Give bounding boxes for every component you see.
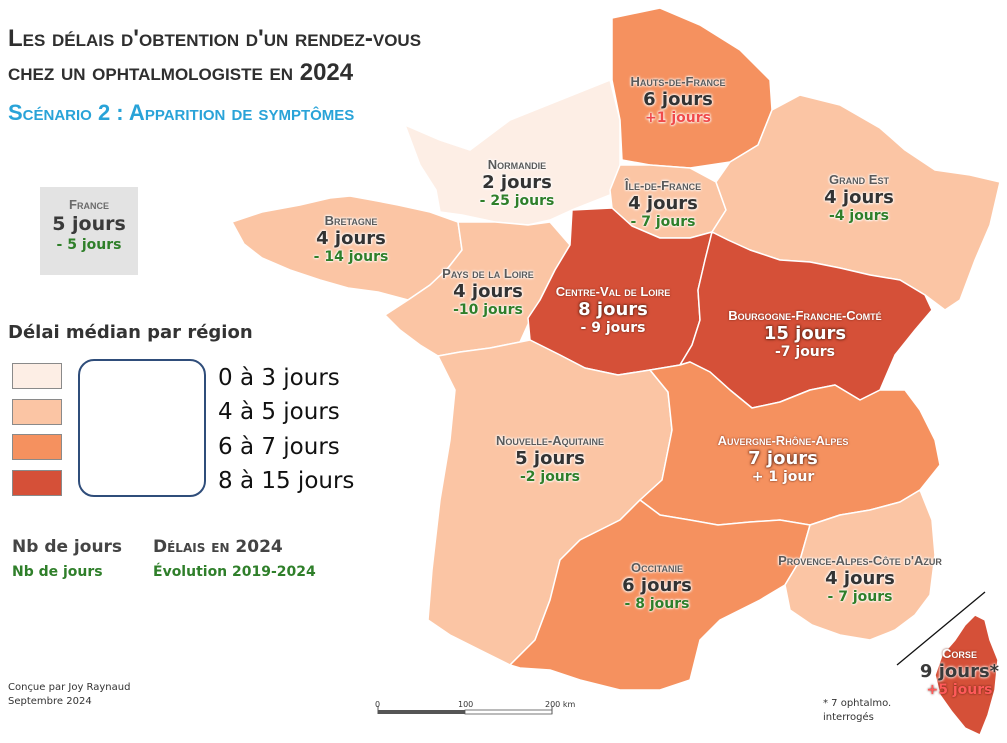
france-name: France [69, 197, 109, 212]
legend-label-4-5: 4 à 5 jours [218, 399, 340, 425]
region-name: Île-de-France [624, 178, 702, 193]
label-normandie: Normandie 2 jours - 25 jours [402, 157, 632, 209]
region-days: 7 jours [748, 448, 818, 469]
region-change: -4 jours [828, 208, 890, 224]
region-days: 2 jours [482, 172, 552, 193]
legend-swatch-0-3 [12, 363, 62, 389]
region-days: 6 jours [643, 89, 713, 110]
legend-label-8-15: 8 à 15 jours [218, 468, 355, 494]
legend-swatch-6-7 [12, 434, 62, 460]
region-provence-alpes-cote-d-azur[interactable] [784, 489, 936, 641]
legend-swatch-8-15 [12, 470, 62, 496]
title-line-2: chez un ophtalmologiste en 2024 [8, 59, 354, 86]
region-change: - 14 jours [313, 249, 389, 265]
key-change-desc: Évolution 2019-2024 [153, 564, 316, 580]
france-change: - 5 jours [56, 237, 122, 253]
region-days: 4 jours [453, 281, 523, 302]
label-auvergne-rhone-alpes: Auvergne-Rhône-Alpes 7 jours + 1 jour [668, 433, 898, 485]
region-name: Grand Est [829, 172, 889, 187]
region-days: 4 jours [824, 187, 894, 208]
region-days: 4 jours [825, 568, 895, 589]
region-change: - 9 jours [580, 320, 646, 336]
legend-label-0-3: 0 à 3 jours [218, 365, 340, 391]
region-name: Bretagne [324, 213, 378, 228]
label-grand-est: Grand Est 4 jours -4 jours [744, 172, 974, 224]
label-bretagne: Bretagne 4 jours - 14 jours [236, 213, 466, 265]
label-provence-alpes-cote-d-azur: Provence-Alpes-Côte d'Azur 4 jours - 7 j… [760, 553, 960, 605]
label-occitanie: Occitanie 6 jours - 8 jours [542, 560, 772, 612]
legend-label-6-7: 6 à 7 jours [218, 434, 340, 460]
title-line-1: Les délais d'obtention d'un rendez-vous [8, 25, 422, 52]
legend-swatch-4-5 [12, 399, 62, 425]
region-days: 15 jours [763, 323, 847, 344]
region-days: 8 jours [578, 299, 648, 320]
label-ile-de-france: Île-de-France 4 jours - 7 jours [548, 178, 778, 230]
region-change: +5 jours [926, 682, 993, 698]
label-corse: Corse 9 jours* +5 jours [912, 646, 1007, 698]
region-days: 4 jours [316, 228, 386, 249]
scale-bar [377, 706, 553, 715]
region-name: Hauts-de-France [630, 74, 726, 89]
region-name: Pays de la Loire [442, 266, 534, 281]
credit: Conçue par Joy Raynaud Septembre 2024 [8, 681, 168, 709]
map-subtitle: Scénario 2 : Apparition de symptômes [8, 100, 355, 125]
region-change: - 7 jours [630, 214, 696, 230]
region-name: Occitanie [631, 560, 683, 575]
region-days: 4 jours [628, 193, 698, 214]
region-days: 5 jours [515, 448, 585, 469]
region-name: Bourgogne-Franche-Comté [728, 308, 882, 323]
france-summary-box: France 5 jours - 5 jours [40, 187, 138, 275]
key-change-label: Nb de jours [12, 564, 103, 580]
key-days-label: Nb de jours [12, 537, 123, 557]
label-pays-de-la-loire: Pays de la Loire 4 jours -10 jours [373, 266, 603, 318]
region-name: Normandie [487, 157, 547, 172]
map-title: Les délais d'obtention d'un rendez-vous … [8, 22, 421, 90]
region-name: Nouvelle-Aquitaine [496, 433, 604, 448]
legend-title: Délai médian par région [8, 322, 253, 343]
region-change: + 1 jour [751, 469, 815, 485]
region-name: Auvergne-Rhône-Alpes [717, 433, 849, 448]
corse-separator-line [896, 591, 986, 666]
scale-label-100: 100 [458, 700, 474, 709]
label-bourgogne-franche-comte: Bourgogne-Franche-Comté 15 jours -7 jour… [690, 308, 920, 360]
region-change: -2 jours [519, 469, 581, 485]
region-change: -10 jours [453, 302, 523, 318]
france-days: 5 jours [52, 213, 126, 235]
region-days: 6 jours [622, 575, 692, 596]
credit-date: Septembre 2024 [8, 696, 92, 707]
label-centre-val-de-loire: Centre-Val de Loire 8 jours - 9 jours [498, 284, 728, 336]
label-nouvelle-aquitaine: Nouvelle-Aquitaine 5 jours -2 jours [435, 433, 665, 485]
legend-frame [78, 359, 206, 497]
label-hauts-de-france: Hauts-de-France 6 jours +1 jours [563, 74, 793, 126]
scale-label-200: 200 km [545, 700, 576, 709]
region-change: - 7 jours [827, 589, 893, 605]
region-change: -7 jours [774, 344, 836, 360]
region-change: +1 jours [645, 110, 711, 126]
region-name: Centre-Val de Loire [555, 284, 671, 299]
region-name: Corse [942, 646, 977, 661]
region-days: 9 jours* [919, 661, 1000, 682]
region-corse[interactable] [934, 614, 999, 736]
scale-label-0: 0 [375, 700, 381, 709]
region-change: - 8 jours [624, 596, 690, 612]
region-change: - 25 jours [479, 193, 555, 209]
footnote: * 7 ophtalmo. interrogés [823, 698, 892, 723]
region-normandie[interactable] [404, 79, 621, 226]
region-name: Provence-Alpes-Côte d'Azur [778, 553, 942, 568]
key-days-desc: Délais en 2024 [153, 537, 283, 557]
credit-author: Conçue par Joy Raynaud [8, 682, 131, 693]
